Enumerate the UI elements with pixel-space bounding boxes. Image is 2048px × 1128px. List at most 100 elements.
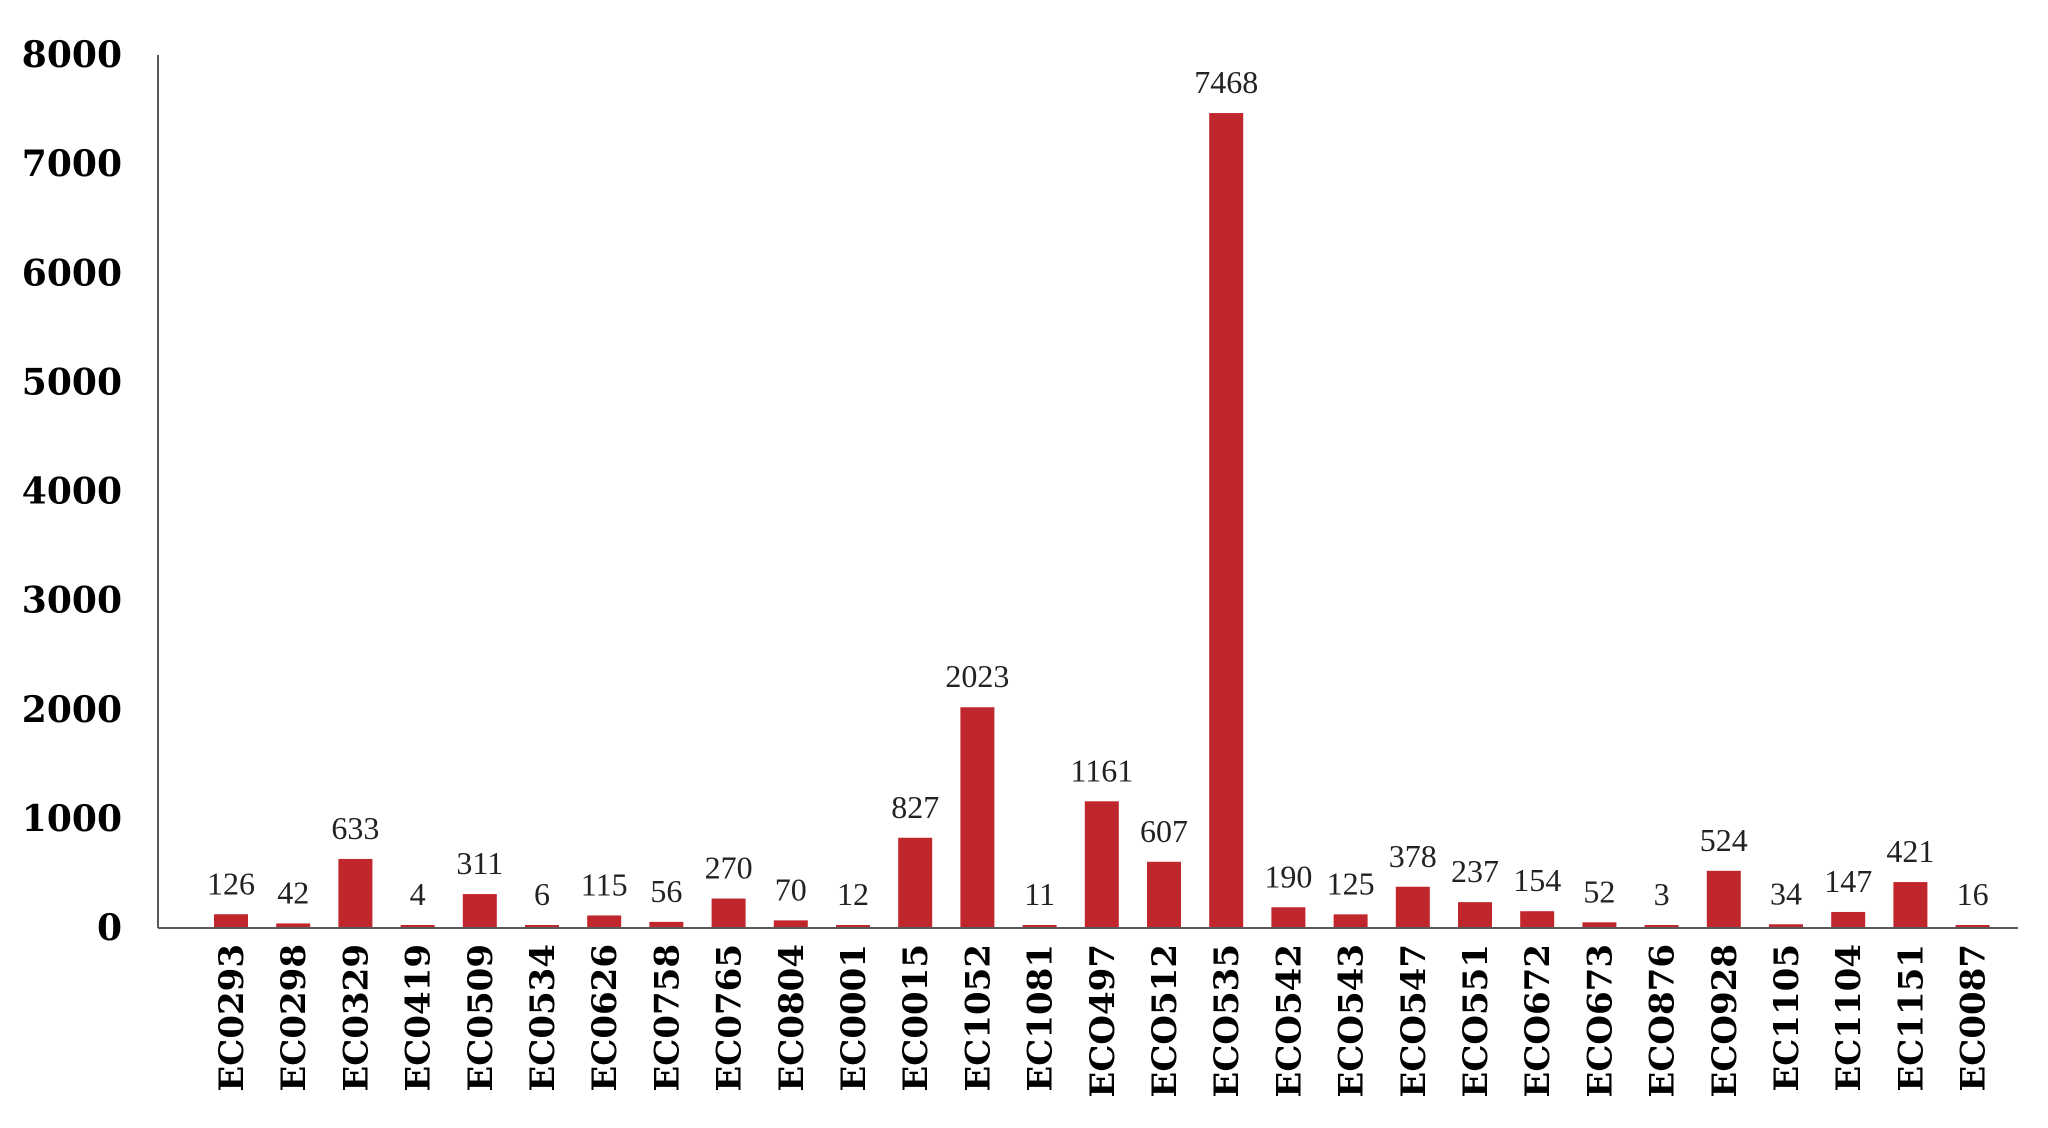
bar (898, 837, 933, 928)
data-label: 633 (331, 810, 379, 846)
bar (1333, 914, 1368, 928)
y-axis: 0 1000 2000 3000 4000 5000 6000 7000 8000 (22, 34, 159, 949)
bar (338, 858, 373, 928)
x-tick-label: ECO497 (1083, 944, 1123, 1098)
data-label: 421 (1886, 833, 1934, 869)
x-tick-label: ECO876 (1643, 944, 1683, 1098)
bar (1893, 882, 1928, 928)
data-label: 12 (837, 876, 869, 912)
data-label: 2023 (945, 658, 1009, 694)
bar (462, 894, 497, 928)
data-label: 378 (1389, 838, 1437, 874)
x-tick-label: ECO535 (1207, 944, 1247, 1098)
y-tick-label: 0 (97, 907, 122, 949)
x-tick-label: EC0293 (212, 944, 252, 1092)
y-tick-label: 1000 (22, 798, 122, 840)
bar (525, 925, 559, 928)
data-labels-layer: 126 42 633 4 311 6 115 56 270 70 12 827 2023 11 116160… (207, 64, 1989, 912)
bar (1395, 886, 1430, 928)
y-tick-label: 7000 (22, 143, 122, 185)
data-label: 52 (1583, 873, 1615, 909)
data-label: 42 (277, 874, 309, 910)
x-tick-label: EC1151 (1891, 944, 1931, 1092)
bar (276, 923, 311, 928)
bar (1769, 924, 1803, 928)
data-label: 1161 (1070, 752, 1133, 788)
data-label: 147 (1824, 863, 1872, 899)
x-tick-label: ECO551 (1456, 944, 1496, 1098)
x-tick-label: EC0298 (274, 944, 314, 1092)
bar (836, 925, 870, 928)
x-tick-label: EC0804 (772, 944, 812, 1092)
bar (1022, 925, 1057, 928)
data-label: 4 (410, 876, 426, 912)
bar (1831, 911, 1866, 928)
x-tick-label: ECO547 (1394, 944, 1434, 1098)
data-label: 607 (1140, 813, 1188, 849)
x-tick-label: EC0015 (896, 944, 936, 1092)
x-tick-label: EC0534 (523, 944, 563, 1092)
x-tick-label: EC0509 (461, 944, 501, 1092)
x-tick-label: EC0765 (710, 944, 750, 1092)
data-label: 11 (1024, 876, 1055, 912)
bar (1271, 907, 1306, 928)
data-label: 56 (650, 873, 682, 909)
x-tick-label: ECO512 (1145, 944, 1185, 1098)
data-label: 34 (1770, 875, 1802, 911)
y-tick-label: 2000 (22, 689, 122, 731)
data-label: 3 (1654, 876, 1670, 912)
x-tick-label: EC0419 (399, 944, 439, 1092)
data-label: 7468 (1194, 64, 1258, 100)
x-tick-label: ECO928 (1705, 944, 1745, 1098)
x-tick-label: ECO673 (1580, 944, 1620, 1098)
x-tick-label: EC0001 (834, 944, 874, 1092)
y-tick-label: 5000 (22, 361, 122, 403)
data-label: 154 (1513, 862, 1561, 898)
data-label: 311 (456, 845, 503, 881)
x-axis: EC0293 EC0298 EC0329 EC0419 EC0509 EC0534 EC06… (158, 927, 2018, 1098)
data-label: 16 (1957, 876, 1989, 912)
data-label: 270 (705, 850, 753, 886)
bar (1582, 922, 1617, 928)
bar (587, 915, 622, 928)
x-tick-label: EC0758 (647, 944, 687, 1092)
data-label: 6 (534, 876, 550, 912)
y-tick-label: 8000 (22, 34, 122, 76)
bar (960, 707, 995, 928)
x-tick-label: EC0087 (1954, 944, 1994, 1092)
y-tick-label: 4000 (22, 471, 122, 513)
data-label: 190 (1264, 858, 1312, 894)
data-label: 115 (581, 866, 628, 902)
bar (1644, 925, 1679, 928)
bar (400, 925, 435, 928)
bar (1209, 113, 1244, 928)
bar (1147, 861, 1181, 928)
data-label: 125 (1327, 865, 1375, 901)
x-tick-label: EC0329 (336, 944, 376, 1092)
bar (1955, 925, 1990, 928)
data-label: 524 (1700, 822, 1748, 858)
x-tick-label: EC1081 (1021, 944, 1061, 1092)
data-label: 126 (207, 865, 255, 901)
bars-layer (214, 113, 1990, 928)
y-tick-label: 3000 (22, 580, 122, 622)
x-tick-label: ECO543 (1332, 944, 1372, 1098)
y-tick-label: 6000 (22, 252, 122, 294)
bar (214, 914, 248, 928)
bar (1084, 801, 1119, 928)
bar (1520, 911, 1555, 928)
bar (773, 920, 808, 928)
x-tick-label: EC1105 (1767, 944, 1807, 1092)
bar (1458, 902, 1492, 928)
data-label: 70 (775, 871, 807, 907)
data-label: 827 (891, 789, 939, 825)
bar (711, 898, 746, 928)
bar (649, 921, 684, 928)
x-tick-label: ECO672 (1518, 944, 1558, 1098)
bar (1706, 870, 1741, 928)
x-tick-label: ECO542 (1269, 944, 1309, 1098)
x-tick-label: EC0626 (585, 944, 625, 1092)
data-label: 237 (1451, 853, 1499, 889)
x-tick-label: EC1052 (958, 944, 998, 1092)
